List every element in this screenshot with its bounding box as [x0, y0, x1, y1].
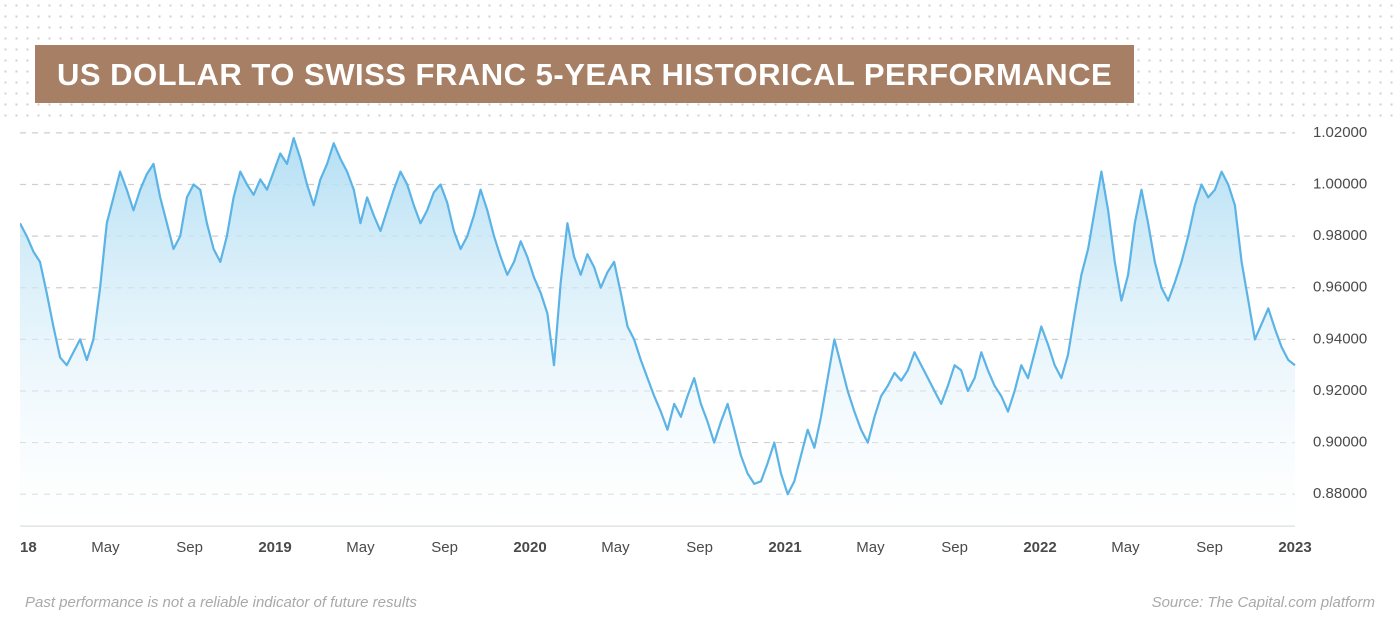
disclaimer-text: Past performance is not a reliable indic… — [25, 594, 417, 611]
svg-text:Sep: Sep — [941, 539, 968, 556]
svg-text:1.02000: 1.02000 — [1313, 124, 1367, 141]
svg-text:0.90000: 0.90000 — [1313, 434, 1367, 451]
svg-text:0.98000: 0.98000 — [1313, 227, 1367, 244]
svg-text:Sep: Sep — [431, 539, 458, 556]
svg-text:Sep: Sep — [176, 539, 203, 556]
svg-text:0.88000: 0.88000 — [1313, 485, 1367, 502]
svg-text:2023: 2023 — [1278, 539, 1311, 556]
svg-text:0.94000: 0.94000 — [1313, 330, 1367, 347]
svg-text:2021: 2021 — [768, 539, 801, 556]
price-chart: 0.88000 0.90000 0.92000 0.94000 0.96000 0.980… — [20, 110, 1380, 570]
svg-text:2022: 2022 — [1023, 539, 1056, 556]
svg-text:May: May — [601, 539, 630, 556]
svg-text:0.96000: 0.96000 — [1313, 279, 1367, 296]
svg-text:0.92000: 0.92000 — [1313, 382, 1367, 399]
y-axis-labels: 0.88000 0.90000 0.92000 0.94000 0.96000 0.980… — [1313, 124, 1367, 502]
series-area — [20, 138, 1295, 526]
chart-title-text: US DOLLAR TO SWISS FRANC 5-YEAR HISTORIC… — [57, 57, 1112, 92]
svg-text:Sep: Sep — [1196, 539, 1223, 556]
svg-text:1.00000: 1.00000 — [1313, 175, 1367, 192]
svg-text:May: May — [856, 539, 885, 556]
svg-text:2018: 2018 — [20, 539, 37, 556]
chart-svg: 0.88000 0.90000 0.92000 0.94000 0.96000 0.980… — [20, 110, 1380, 570]
source-text: Source: The Capital.com platform — [1152, 594, 1375, 611]
svg-text:Sep: Sep — [686, 539, 713, 556]
svg-text:2019: 2019 — [258, 539, 291, 556]
svg-text:May: May — [91, 539, 120, 556]
chart-title: US DOLLAR TO SWISS FRANC 5-YEAR HISTORIC… — [35, 45, 1134, 103]
chart-footer: Past performance is not a reliable indic… — [25, 594, 1375, 611]
x-axis-labels: 2018 May Sep 2019 May Sep 2020 May Sep 2021 May Sep… — [20, 539, 1312, 556]
svg-text:May: May — [1111, 539, 1140, 556]
svg-text:May: May — [346, 539, 375, 556]
svg-text:2020: 2020 — [513, 539, 546, 556]
